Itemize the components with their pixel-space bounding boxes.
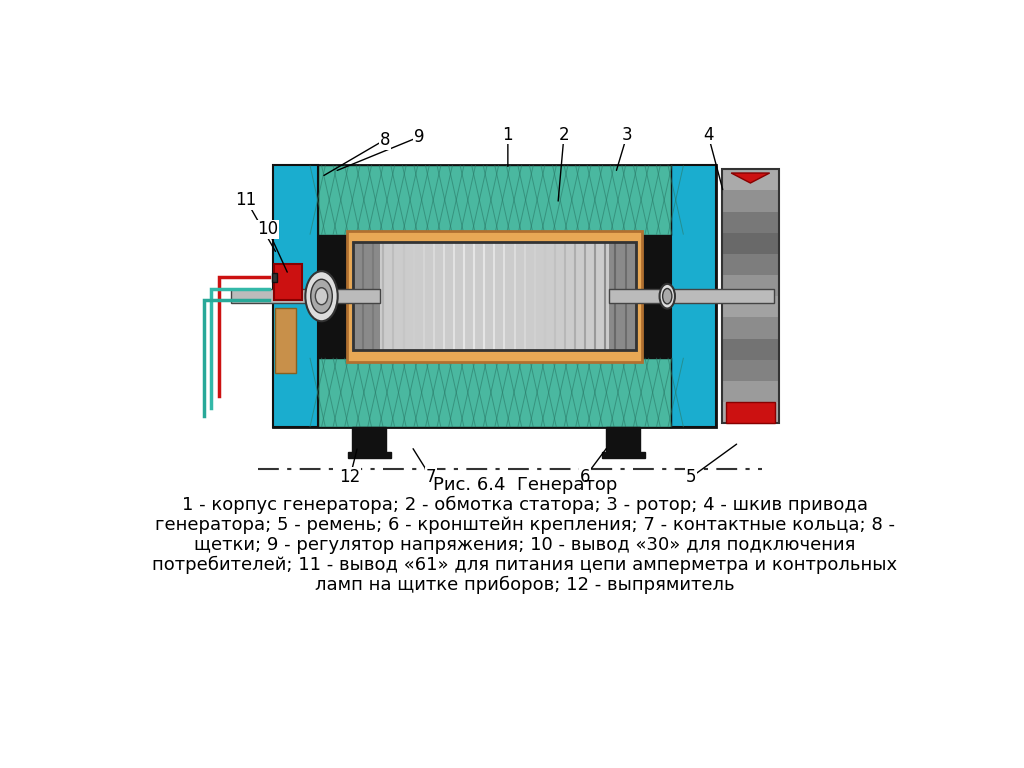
Bar <box>722 317 779 339</box>
Bar <box>722 190 779 211</box>
Bar <box>274 308 296 373</box>
Bar <box>317 165 671 234</box>
Bar <box>606 427 640 456</box>
Ellipse shape <box>305 271 338 321</box>
Ellipse shape <box>663 289 672 304</box>
Bar <box>722 254 779 275</box>
Text: 9: 9 <box>414 127 425 146</box>
Text: потребителей; 11 - вывод «61» для питания цепи амперметра и контрольных: потребителей; 11 - вывод «61» для питани… <box>153 556 897 574</box>
Text: 10: 10 <box>257 220 279 238</box>
Bar <box>722 381 779 402</box>
Ellipse shape <box>310 280 333 313</box>
Text: 8: 8 <box>380 131 390 149</box>
Text: 7: 7 <box>426 468 436 486</box>
Text: Рис. 6.4  Генератор: Рис. 6.4 Генератор <box>432 476 617 494</box>
Bar <box>722 233 779 254</box>
Bar <box>722 296 779 317</box>
Text: 1 - корпус генератора; 2 - обмотка статора; 3 - ротор; 4 - шкив привода: 1 - корпус генератора; 2 - обмотка стато… <box>182 496 867 514</box>
Bar <box>353 243 380 350</box>
Bar <box>608 290 773 303</box>
Bar <box>352 427 386 456</box>
Text: генератора; 5 - ремень; 6 - кронштейн крепления; 7 - контактные кольца; 8 -: генератора; 5 - ремень; 6 - кронштейн кр… <box>155 516 895 534</box>
Bar <box>348 452 391 458</box>
Bar <box>722 339 779 359</box>
Bar <box>722 359 779 381</box>
Ellipse shape <box>315 288 328 305</box>
Text: 1: 1 <box>503 125 513 144</box>
Text: 6: 6 <box>580 468 590 486</box>
Bar <box>722 402 779 423</box>
Bar <box>272 273 276 283</box>
Bar <box>722 211 779 233</box>
Bar <box>230 290 380 303</box>
Bar <box>353 243 636 350</box>
Bar <box>347 230 642 362</box>
Bar <box>353 243 636 350</box>
Bar <box>273 165 317 427</box>
Bar <box>726 402 775 423</box>
Ellipse shape <box>659 284 675 309</box>
Text: щетки; 9 - регулятор напряжения; 10 - вывод «30» для подключения: щетки; 9 - регулятор напряжения; 10 - вы… <box>195 536 855 554</box>
Bar <box>671 165 716 427</box>
Text: 12: 12 <box>339 468 360 486</box>
Bar <box>273 264 302 300</box>
Bar <box>317 358 671 427</box>
Bar <box>722 169 779 190</box>
Polygon shape <box>731 173 770 183</box>
Text: ламп на щитке приборов; 12 - выпрямитель: ламп на щитке приборов; 12 - выпрямитель <box>315 576 734 594</box>
Bar <box>273 165 716 427</box>
Text: 2: 2 <box>559 125 569 144</box>
Text: 3: 3 <box>622 125 633 144</box>
Text: 4: 4 <box>702 125 714 144</box>
Text: 5: 5 <box>686 468 696 486</box>
Text: 11: 11 <box>236 191 257 209</box>
Bar <box>602 452 645 458</box>
Bar <box>722 169 779 423</box>
Bar <box>608 243 636 350</box>
Bar <box>722 275 779 296</box>
